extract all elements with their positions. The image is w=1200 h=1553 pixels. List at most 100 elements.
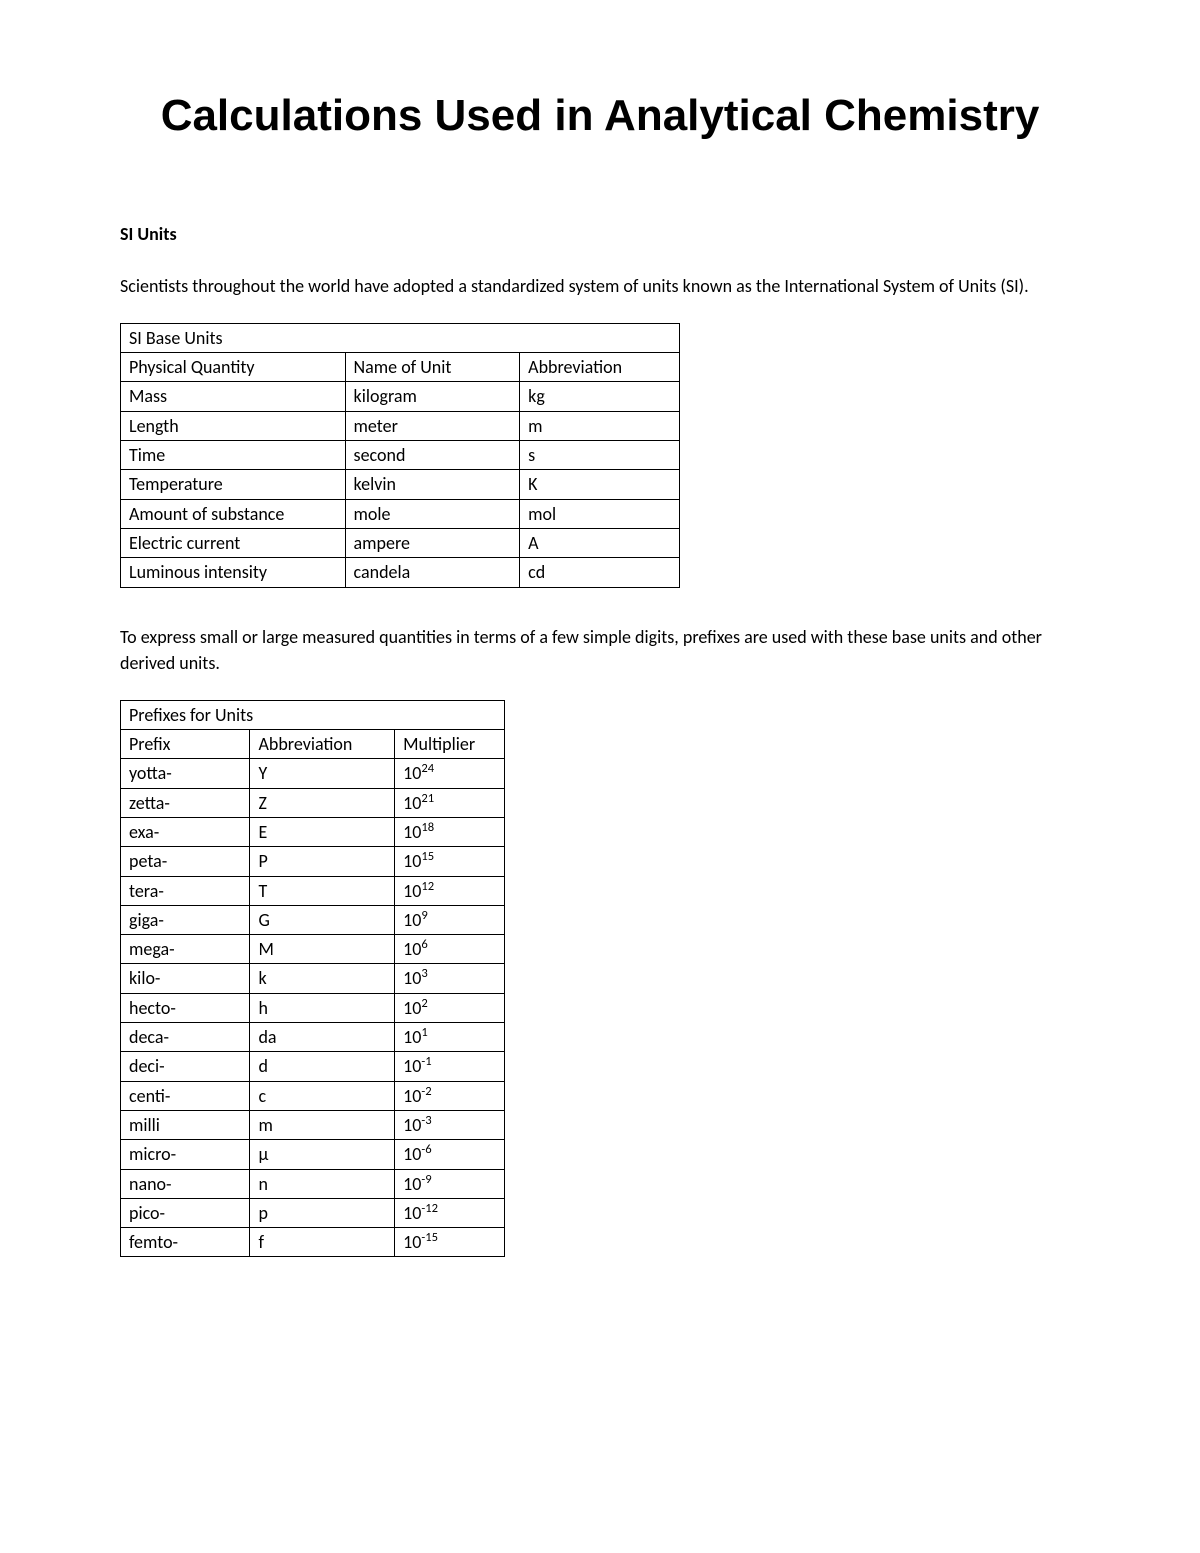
table-row: Timeseconds xyxy=(121,441,680,470)
table-cell-multiplier: 1024 xyxy=(395,759,505,788)
table-cell-abbreviation: M xyxy=(250,935,395,964)
table-cell-prefix: mega- xyxy=(121,935,250,964)
table-row: kilo-k103 xyxy=(121,964,505,993)
table-header-row: Prefix Abbreviation Multiplier xyxy=(121,730,505,759)
table-cell-prefix: micro- xyxy=(121,1140,250,1169)
table-cell: A xyxy=(520,528,680,557)
table-cell-multiplier: 10-15 xyxy=(395,1228,505,1257)
prefixes-table: Prefixes for Units Prefix Abbreviation M… xyxy=(120,700,505,1258)
table-cell-multiplier: 1015 xyxy=(395,847,505,876)
table-cell-abbreviation: f xyxy=(250,1228,395,1257)
table-cell-abbreviation: da xyxy=(250,1023,395,1052)
table-cell-prefix: centi- xyxy=(121,1081,250,1110)
table-cell: s xyxy=(520,441,680,470)
table-cell: K xyxy=(520,470,680,499)
table-cell-multiplier: 10-9 xyxy=(395,1169,505,1198)
table-cell: cd xyxy=(520,558,680,587)
table-cell-abbreviation: E xyxy=(250,817,395,846)
table-row: zetta-Z1021 xyxy=(121,788,505,817)
table-cell-prefix: yotta- xyxy=(121,759,250,788)
section-heading-si-units: SI Units xyxy=(120,223,1080,245)
table-cell-abbreviation: T xyxy=(250,876,395,905)
table-caption: Prefixes for Units xyxy=(121,700,505,729)
table-caption-row: SI Base Units xyxy=(121,323,680,352)
table-cell-abbreviation: Z xyxy=(250,788,395,817)
table-cell-multiplier: 10-6 xyxy=(395,1140,505,1169)
table-row: micro-μ10-6 xyxy=(121,1140,505,1169)
table-cell: m xyxy=(520,411,680,440)
table-cell-prefix: femto- xyxy=(121,1228,250,1257)
table-header-cell: Name of Unit xyxy=(345,353,520,382)
table-row: yotta-Y1024 xyxy=(121,759,505,788)
table-cell-abbreviation: c xyxy=(250,1081,395,1110)
table-row: femto-f10-15 xyxy=(121,1228,505,1257)
table-header-row: Physical Quantity Name of Unit Abbreviat… xyxy=(121,353,680,382)
table-cell: meter xyxy=(345,411,520,440)
table-cell: kelvin xyxy=(345,470,520,499)
table-cell-prefix: milli xyxy=(121,1110,250,1139)
table-cell-prefix: hecto- xyxy=(121,993,250,1022)
table-cell-multiplier: 10-12 xyxy=(395,1198,505,1227)
table-cell-abbreviation: m xyxy=(250,1110,395,1139)
table-row: TemperaturekelvinK xyxy=(121,470,680,499)
table-cell-abbreviation: d xyxy=(250,1052,395,1081)
table-caption: SI Base Units xyxy=(121,323,680,352)
table-row: pico-p10-12 xyxy=(121,1198,505,1227)
table-cell: Temperature xyxy=(121,470,346,499)
table-cell-abbreviation: Y xyxy=(250,759,395,788)
table-cell-prefix: pico- xyxy=(121,1198,250,1227)
table-cell-abbreviation: n xyxy=(250,1169,395,1198)
table-cell-multiplier: 1021 xyxy=(395,788,505,817)
table-row: Lengthmeterm xyxy=(121,411,680,440)
table-row: mega-M106 xyxy=(121,935,505,964)
table-cell: mol xyxy=(520,499,680,528)
table-cell-abbreviation: h xyxy=(250,993,395,1022)
table-row: tera-T1012 xyxy=(121,876,505,905)
table-cell-prefix: tera- xyxy=(121,876,250,905)
table-cell-multiplier: 1012 xyxy=(395,876,505,905)
table-cell: Electric current xyxy=(121,528,346,557)
table-cell: second xyxy=(345,441,520,470)
table-cell-multiplier: 10-3 xyxy=(395,1110,505,1139)
table-row: hecto-h102 xyxy=(121,993,505,1022)
table-cell: Luminous intensity xyxy=(121,558,346,587)
table-cell-multiplier: 109 xyxy=(395,905,505,934)
table-row: Luminous intensitycandelacd xyxy=(121,558,680,587)
table-row: deca-da101 xyxy=(121,1023,505,1052)
table-cell-multiplier: 103 xyxy=(395,964,505,993)
table-cell-abbreviation: P xyxy=(250,847,395,876)
page-title: Calculations Used in Analytical Chemistr… xyxy=(120,90,1080,143)
table-caption-row: Prefixes for Units xyxy=(121,700,505,729)
table-row: nano-n10-9 xyxy=(121,1169,505,1198)
table-row: giga-G109 xyxy=(121,905,505,934)
table-row: Electric currentampereA xyxy=(121,528,680,557)
table-cell: kg xyxy=(520,382,680,411)
table-cell: ampere xyxy=(345,528,520,557)
table-cell-prefix: kilo- xyxy=(121,964,250,993)
table-header-cell: Physical Quantity xyxy=(121,353,346,382)
table-header-cell: Abbreviation xyxy=(520,353,680,382)
table-cell-prefix: nano- xyxy=(121,1169,250,1198)
table-header-cell: Prefix xyxy=(121,730,250,759)
table-cell-prefix: exa- xyxy=(121,817,250,846)
table-cell: Time xyxy=(121,441,346,470)
intro-paragraph-2: To express small or large measured quant… xyxy=(120,624,1080,676)
table-cell-abbreviation: p xyxy=(250,1198,395,1227)
table-header-cell: Abbreviation xyxy=(250,730,395,759)
table-cell: Length xyxy=(121,411,346,440)
table-row: peta-P1015 xyxy=(121,847,505,876)
table-cell: candela xyxy=(345,558,520,587)
table-cell-multiplier: 101 xyxy=(395,1023,505,1052)
table-cell: kilogram xyxy=(345,382,520,411)
table-cell-multiplier: 106 xyxy=(395,935,505,964)
table-cell: Amount of substance xyxy=(121,499,346,528)
table-cell-abbreviation: G xyxy=(250,905,395,934)
table-cell: mole xyxy=(345,499,520,528)
table-cell-abbreviation: k xyxy=(250,964,395,993)
table-cell-prefix: deci- xyxy=(121,1052,250,1081)
table-cell-prefix: zetta- xyxy=(121,788,250,817)
table-header-cell: Multiplier xyxy=(395,730,505,759)
table-cell-multiplier: 102 xyxy=(395,993,505,1022)
table-cell-prefix: giga- xyxy=(121,905,250,934)
table-cell-prefix: peta- xyxy=(121,847,250,876)
